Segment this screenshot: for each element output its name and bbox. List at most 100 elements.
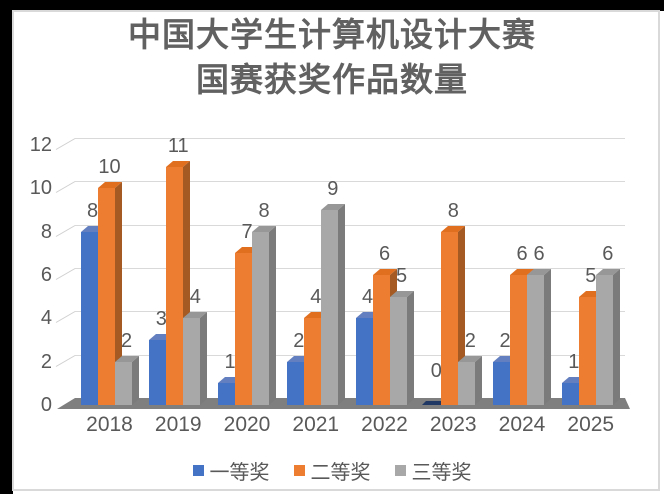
bar-2022-三等奖: [389, 291, 414, 405]
bar-2025-二等奖: [578, 291, 603, 405]
x-axis-label-2020: 2020: [223, 413, 271, 436]
x-axis-label-2023: 2023: [429, 413, 477, 436]
legend-swatch-icon: [394, 465, 406, 476]
bar-2020-三等奖: [252, 226, 277, 405]
y-axis-tick-label-6: 6: [40, 264, 52, 286]
data-label-2024-三等奖: 6: [533, 243, 545, 265]
data-label-2020-一等奖: 1: [224, 351, 236, 373]
data-label-2019-一等奖: 3: [155, 308, 167, 330]
bar-side-face: [269, 226, 276, 405]
gridline-2: [75, 354, 625, 356]
data-label-2018-一等奖: 8: [86, 200, 99, 222]
bar-2022-二等奖: [372, 269, 397, 405]
gridline-10: [75, 181, 625, 183]
data-label-2024-二等奖: 6: [516, 243, 528, 265]
bar-side-face: [406, 291, 414, 405]
y-axis-tick-label-2: 2: [40, 350, 52, 373]
x-axis-label-2022: 2022: [361, 413, 408, 436]
data-label-2018-二等奖: 10: [98, 156, 121, 178]
data-label-2020-二等奖: 7: [241, 221, 253, 243]
bar-2024-二等奖: [510, 269, 535, 405]
data-label-2019-二等奖: 11: [167, 135, 189, 157]
bar-2024-一等奖: [493, 356, 518, 405]
legend: 一等奖 二等奖 三等奖: [0, 456, 664, 485]
bar-2021-三等奖: [320, 204, 345, 405]
slide-background-left: [0, 0, 13, 494]
gridline-12: [75, 138, 625, 139]
x-axis-label-2025: 2025: [567, 413, 615, 436]
bar-2019-二等奖: [166, 161, 191, 405]
bar-2025-三等奖: [595, 269, 620, 405]
axis-connector-4: [55, 311, 76, 324]
bar-2023-二等奖: [441, 226, 466, 405]
gridline-4: [75, 311, 625, 313]
data-label-2021-二等奖: 4: [310, 286, 322, 308]
data-label-2025-二等奖: 5: [585, 265, 597, 287]
y-axis-tick-label-4: 4: [40, 307, 52, 330]
bar-2020-二等奖: [235, 247, 260, 405]
chart-floor: [57, 398, 630, 409]
axis-connector-10: [55, 181, 76, 194]
chart-title-line-1: 中国大学生计算机设计大赛: [128, 16, 536, 53]
axis-connector-2: [55, 354, 76, 367]
legend-label: 一等奖: [209, 462, 270, 484]
y-axis-tick-label-12: 12: [29, 134, 52, 156]
y-axis-tick-label-8: 8: [40, 220, 52, 243]
bar-side-face: [475, 356, 483, 405]
legend-swatch-icon: [192, 465, 204, 476]
legend-item-二等奖: 二等奖: [293, 456, 371, 485]
data-label-2019-三等奖: 4: [189, 286, 201, 308]
legend-label: 三等奖: [411, 462, 472, 484]
x-axis-label-2024: 2024: [498, 413, 546, 436]
data-label-2023-三等奖: 2: [464, 330, 476, 352]
bar-2019-一等奖: [149, 334, 174, 405]
slide-background-top: [0, 0, 664, 11]
data-label-2023-二等奖: 8: [447, 200, 459, 222]
data-label-2022-一等奖: 4: [361, 286, 374, 308]
legend-swatch-icon: [293, 465, 305, 476]
y-axis-tick-label-10: 10: [29, 177, 52, 200]
data-label-2022-三等奖: 5: [395, 265, 408, 287]
bar-2024-三等奖: [527, 269, 552, 405]
axis-connector-12: [55, 138, 76, 150]
gridline-8: [75, 224, 625, 226]
legend-label: 二等奖: [310, 462, 371, 484]
chart-title: 中国大学生计算机设计大赛 国赛获奖作品数量: [0, 12, 664, 102]
axis-connector-6: [55, 268, 76, 280]
data-label-2021-一等奖: 2: [293, 330, 305, 352]
bar-2019-三等奖: [183, 312, 208, 405]
data-label-2022-二等奖: 6: [378, 243, 391, 265]
bar-side-face: [200, 312, 208, 405]
data-label-2018-三等奖: 2: [120, 330, 133, 352]
bar-side-face: [544, 269, 551, 405]
x-axis-label-2021: 2021: [292, 413, 340, 436]
bar-2021-二等奖: [303, 312, 328, 405]
bar-2022-一等奖: [355, 312, 380, 405]
bar-side-face: [612, 269, 620, 405]
chart-title-line-2: 国赛获奖作品数量: [196, 61, 468, 98]
bar-2018-二等奖: [97, 182, 122, 405]
data-label-2020-三等奖: 8: [258, 200, 270, 222]
legend-item-一等奖: 一等奖: [192, 456, 270, 485]
bar-2023-三等奖: [458, 356, 483, 405]
x-axis-label-2018: 2018: [86, 413, 133, 436]
bar-2018-一等奖: [80, 226, 105, 405]
y-axis-tick-label-0: 0: [40, 394, 52, 416]
bar-2025-一等奖: [561, 377, 586, 405]
data-label-2023-一等奖: 0: [430, 360, 442, 382]
data-label-2024-一等奖: 2: [499, 330, 511, 352]
gridline-6: [75, 268, 625, 269]
bar-2018-三等奖: [114, 356, 139, 405]
x-axis-label-2019: 2019: [154, 413, 202, 436]
data-label-2025-三等奖: 6: [602, 243, 614, 265]
bar-2021-一等奖: [286, 356, 311, 405]
data-label-2025-一等奖: 1: [568, 351, 580, 373]
bar-side-face: [131, 356, 139, 405]
bar-side-face: [337, 204, 345, 405]
axis-connector-8: [55, 224, 76, 237]
bar-2020-一等奖: [218, 377, 243, 405]
legend-item-三等奖: 三等奖: [394, 456, 472, 485]
data-label-2021-三等奖: 9: [327, 178, 339, 200]
